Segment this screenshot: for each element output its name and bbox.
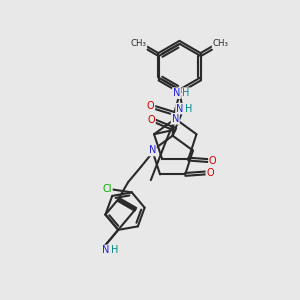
Text: O: O [206, 168, 214, 178]
Text: CH₃: CH₃ [130, 39, 146, 48]
Text: H: H [182, 88, 190, 98]
Text: Cl: Cl [102, 184, 112, 194]
Text: O: O [147, 101, 154, 111]
Text: CH₃: CH₃ [212, 39, 229, 48]
Text: N: N [148, 146, 156, 155]
Text: H: H [111, 245, 118, 256]
Text: N: N [176, 104, 183, 114]
Text: CH₃: CH₃ [130, 42, 146, 51]
Text: N: N [172, 114, 179, 124]
Text: O: O [209, 156, 217, 166]
Text: N: N [173, 88, 180, 98]
Text: O: O [147, 115, 155, 125]
Text: H: H [185, 104, 192, 114]
Text: N: N [102, 245, 110, 256]
Text: CH₃: CH₃ [214, 42, 230, 51]
